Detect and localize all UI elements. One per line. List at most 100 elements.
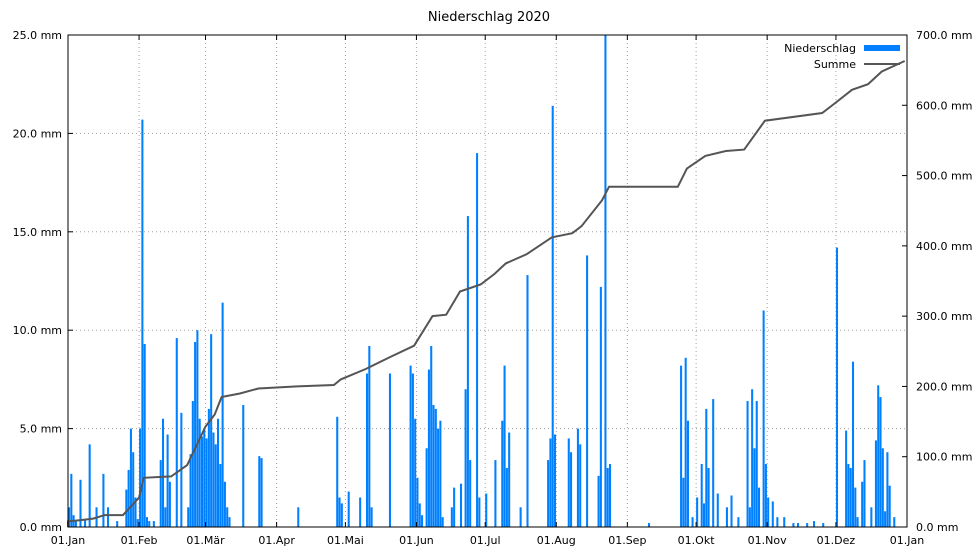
cumulative-line (67, 60, 906, 527)
precipitation-bar (570, 452, 573, 527)
precipitation-bar (783, 517, 786, 527)
precipitation-bar (854, 487, 857, 527)
precipitation-bar (702, 503, 706, 527)
precipitation-bar (696, 497, 699, 527)
precipitation-bar (198, 418, 201, 527)
x-tick-label: 01.Mai (327, 534, 364, 547)
precipitation-bar (152, 521, 155, 527)
precipitation-bar (366, 373, 369, 527)
precipitation-bar (526, 275, 529, 527)
precipitation-bar (712, 399, 715, 527)
precipitation-bar (368, 345, 371, 527)
precipitation-bar (434, 408, 437, 527)
y-left-tick-label: 25.0 mm (13, 29, 62, 42)
precipitation-bar (432, 404, 435, 527)
plot-frame (67, 34, 908, 528)
precipitation-bar (469, 460, 472, 527)
precipitation-bar (338, 497, 341, 527)
precipitation-bars (68, 35, 896, 528)
x-tick-label: 01.Okt (678, 534, 716, 547)
x-tick-label: 01.Jun (399, 534, 434, 547)
precipitation-bar (501, 420, 504, 527)
precipitation-bar (771, 501, 774, 527)
legend: Niederschlag Summe (784, 42, 900, 71)
precipitation-bar (753, 448, 756, 527)
precipitation-bar (125, 489, 128, 527)
precipitation-bar (409, 365, 412, 527)
precipitation-bar (466, 216, 469, 527)
precipitation-bar (388, 373, 391, 527)
precipitation-bar (219, 464, 222, 527)
y-right-tick-label: 0.0 mm (916, 521, 958, 534)
precipitation-bar (421, 515, 424, 527)
precipitation-bar (70, 473, 73, 527)
precipitation-bar (700, 464, 703, 527)
precipitation-bar (196, 330, 199, 527)
precipitation-bar (682, 477, 685, 527)
precipitation-bar (207, 408, 210, 527)
precipitation-bar (776, 517, 779, 527)
precipitation-bar (861, 481, 864, 527)
precipitation-bar (143, 343, 146, 527)
precipitation-bar (210, 334, 213, 527)
precipitation-bar (84, 519, 87, 527)
precipitation-bar (792, 523, 795, 527)
precipitation-bar (725, 507, 728, 527)
precipitation-bar (684, 357, 687, 527)
precipitation-bar (88, 444, 91, 527)
y-right-tick-label: 300.0 mm (916, 310, 972, 323)
x-tick-label: 01.Nov (748, 534, 787, 547)
precipitation-bar (845, 430, 848, 527)
precipitation-bar (884, 511, 887, 527)
precipitation-bar (716, 493, 719, 527)
x-tick-label: 01.Apr (258, 534, 295, 547)
precipitation-bar (505, 467, 508, 527)
precipitation-bar (221, 302, 224, 527)
precipitation-bar (340, 503, 343, 527)
precipitation-bar (551, 105, 554, 528)
precipitation-bar (707, 467, 710, 527)
y-left-tick-label: 0.0 mm (20, 521, 62, 534)
legend-label-niederschlag: Niederschlag (784, 42, 856, 55)
x-tick-label: 01.Feb (121, 534, 158, 547)
precipitation-bar (686, 420, 689, 527)
precipitation-bar (870, 507, 873, 527)
precipitation-bar (411, 373, 414, 527)
legend-swatch-niederschlag (864, 45, 900, 51)
y-left-tick-label: 5.0 mm (20, 423, 62, 436)
precipitation-bar (519, 507, 522, 527)
precipitation-bar (203, 428, 206, 527)
precipitation-bar (79, 479, 82, 527)
precipitation-bar (106, 507, 110, 527)
precipitation-bar (847, 464, 850, 527)
precipitation-bar (418, 503, 421, 527)
precipitation-bar (851, 361, 855, 527)
y-right-tick-label: 500.0 mm (916, 170, 972, 183)
y-right-tick-label: 100.0 mm (916, 451, 972, 464)
precipitation-bar (136, 519, 139, 527)
precipitation-bar (476, 153, 479, 527)
precipitation-bar (427, 369, 430, 527)
precipitation-bar (730, 495, 733, 527)
precipitation-bar (751, 389, 754, 527)
precipitation-bar (161, 418, 165, 527)
cumulative-line-path (67, 60, 906, 527)
precipitation-bar (604, 35, 607, 527)
precipitation-bar (748, 507, 751, 527)
precipitation-bar (129, 428, 132, 527)
chart-title: Niederschlag 2020 (428, 10, 550, 25)
precipitation-bar (242, 404, 245, 527)
precipitation-bar (822, 523, 825, 527)
precipitation-bar (755, 401, 758, 527)
precipitation-bar (767, 497, 770, 527)
precipitation-bar (416, 477, 419, 527)
precipitation-bar (159, 460, 162, 527)
precipitation-bar (200, 436, 204, 527)
precipitation-bar (164, 507, 167, 527)
precipitation-bar (549, 438, 552, 527)
precipitation-bar (647, 523, 651, 527)
x-tick-label: 01.Dez (817, 534, 856, 547)
precipitation-bar (414, 418, 417, 527)
